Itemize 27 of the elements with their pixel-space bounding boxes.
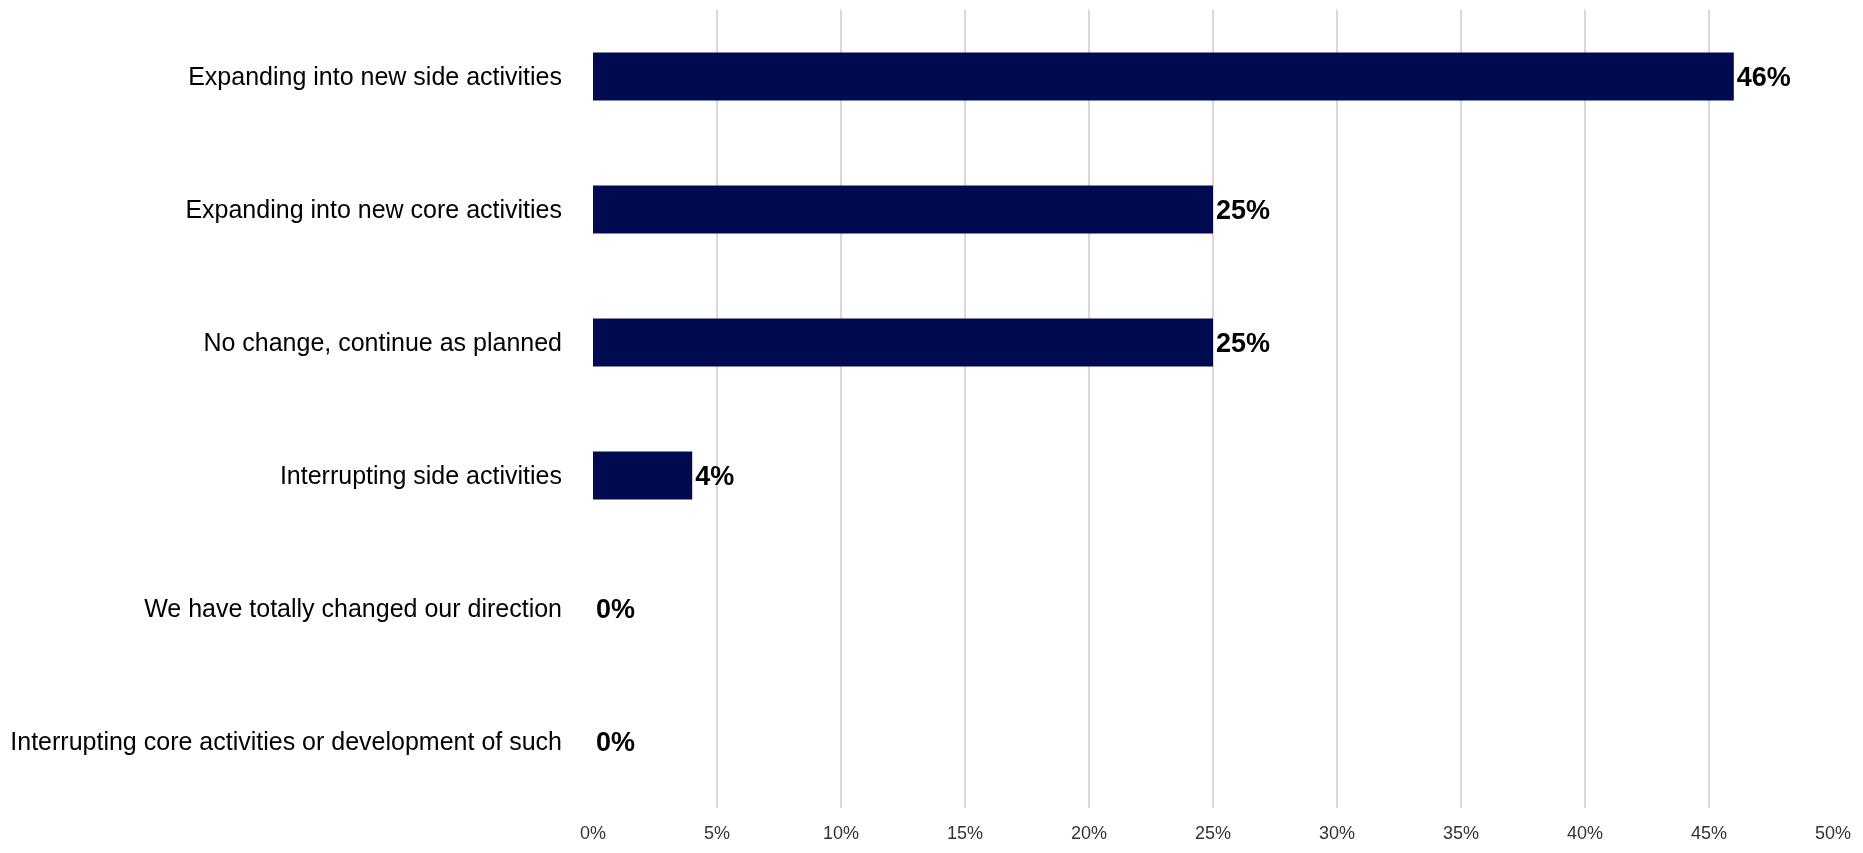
data-label: 0% [596,593,636,624]
data-label: 25% [1216,327,1271,358]
bar [593,451,693,500]
y-tick-label: Interrupting core activities or development of such [10,727,562,756]
x-tick-label: 50% [1814,823,1852,843]
y-tick-label: No change, continue as planned [203,328,562,357]
y-tick-label: Expanding into new core activities [185,195,562,224]
bar [593,318,1213,367]
x-tick-label: 35% [1442,823,1480,843]
x-tick-label: 5% [703,823,731,843]
data-label: 4% [695,460,735,491]
x-tick-label: 40% [1566,823,1604,843]
y-tick-label: Expanding into new side activities [188,62,562,91]
data-label: 25% [1216,194,1271,225]
x-tick-label: 25% [1194,823,1232,843]
x-tick-label: 20% [1070,823,1108,843]
data-label: 46% [1736,61,1791,92]
y-tick-label: We have totally changed our direction [144,594,562,623]
x-tick-label: 15% [946,823,984,843]
data-label: 0% [596,726,636,757]
x-tick-label: 30% [1318,823,1356,843]
x-tick-label: 10% [822,823,860,843]
bar [593,185,1213,234]
y-tick-label: Interrupting side activities [279,461,562,490]
x-tick-label: 0% [579,823,607,843]
bar [593,52,1734,101]
x-tick-label: 45% [1690,823,1728,843]
